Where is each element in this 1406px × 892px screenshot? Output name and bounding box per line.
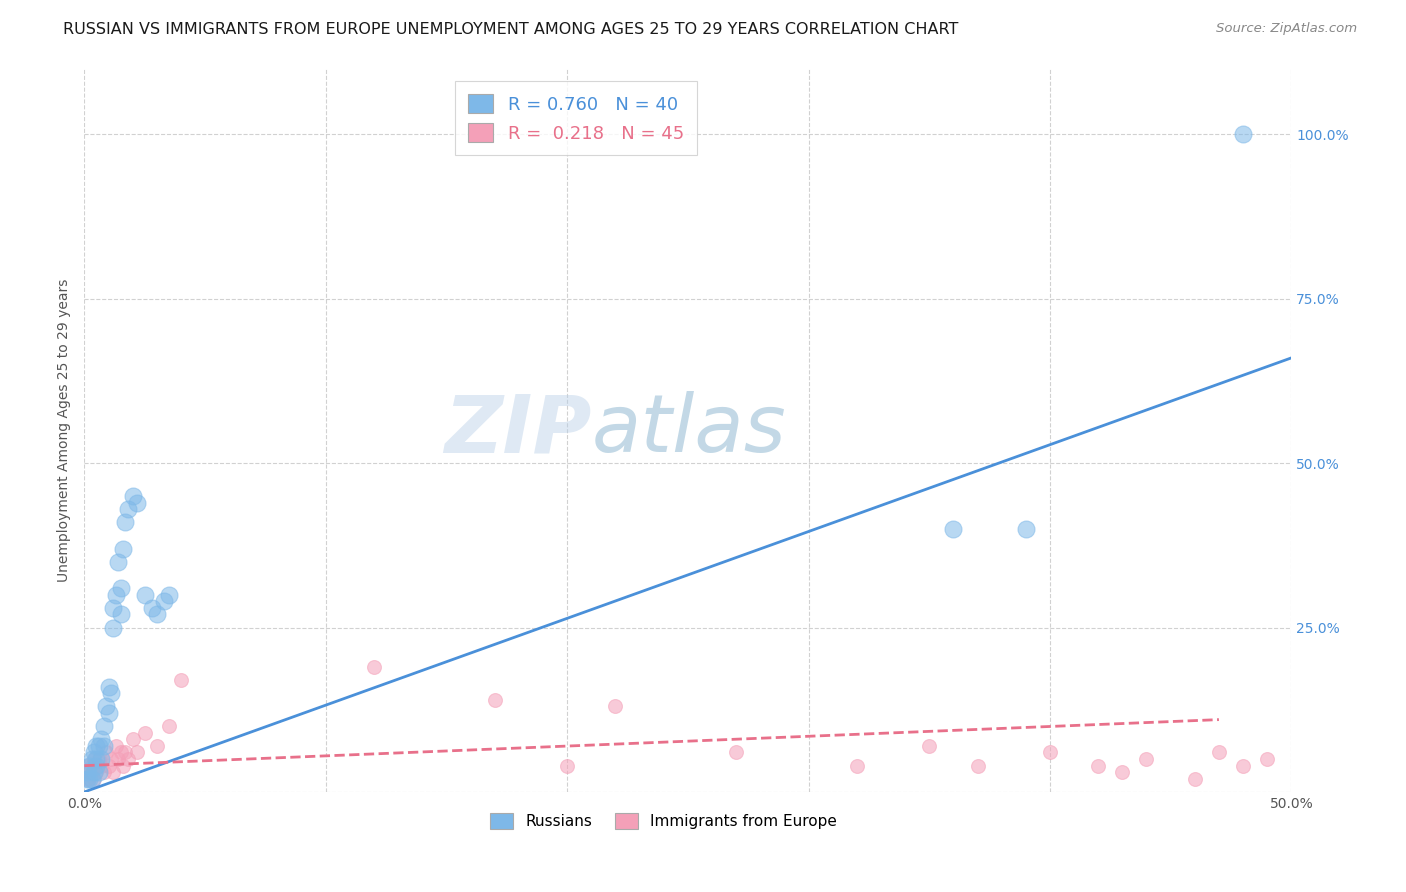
Point (555, 758, 578, 772)
Point (76, 772, 98, 786)
Text: RUSSIAN VS IMMIGRANTS FROM EUROPE UNEMPLOYMENT AMONG AGES 25 TO 29 YEARS CORRELA: RUSSIAN VS IMMIGRANTS FROM EUROPE UNEMPL… (63, 22, 959, 37)
Point (1135, 752, 1157, 766)
Point (86, 739, 108, 753)
Point (86, 765, 108, 780)
Point (117, 752, 139, 766)
Point (153, 594, 176, 608)
Point (80, 752, 103, 766)
Point (77, 765, 100, 780)
Point (1256, 752, 1278, 766)
Point (141, 600, 163, 615)
Point (114, 746, 136, 760)
Point (86, 752, 108, 766)
Point (83, 752, 105, 766)
Point (80, 765, 103, 780)
Point (97, 706, 120, 720)
Point (134, 725, 156, 739)
Point (117, 502, 139, 516)
Point (83, 772, 105, 786)
Point (103, 765, 125, 780)
Text: ZIP: ZIP (444, 392, 592, 469)
Point (97, 758, 120, 772)
Text: Source: ZipAtlas.com: Source: ZipAtlas.com (1216, 22, 1357, 36)
Point (942, 522, 965, 536)
Point (90, 732, 112, 747)
Point (1232, 128, 1254, 142)
Point (1015, 522, 1038, 536)
Point (363, 660, 385, 674)
Point (87, 739, 110, 753)
Point (104, 588, 127, 602)
Point (146, 607, 169, 622)
Point (83, 765, 105, 780)
Point (1232, 758, 1254, 772)
Point (114, 516, 136, 530)
Point (87, 765, 110, 780)
Point (110, 746, 132, 760)
Point (76, 765, 98, 780)
Point (77, 772, 100, 786)
Point (966, 758, 988, 772)
Point (1087, 758, 1109, 772)
Point (1039, 746, 1062, 760)
Point (77, 758, 100, 772)
Point (86, 758, 108, 772)
Point (111, 541, 134, 556)
Point (80, 772, 103, 786)
Point (170, 673, 193, 688)
Point (605, 699, 627, 714)
Point (103, 600, 125, 615)
Point (725, 746, 748, 760)
Point (103, 621, 125, 635)
Point (100, 686, 122, 700)
Point (107, 752, 129, 766)
Point (90, 758, 112, 772)
Point (76, 758, 98, 772)
Point (845, 758, 868, 772)
Y-axis label: Unemployment Among Ages 25 to 29 years: Unemployment Among Ages 25 to 29 years (58, 278, 72, 582)
Point (157, 719, 180, 733)
Point (918, 739, 941, 753)
Point (83, 746, 105, 760)
Text: atlas: atlas (592, 392, 786, 469)
Legend: Russians, Immigrants from Europe: Russians, Immigrants from Europe (484, 806, 844, 835)
Point (157, 588, 180, 602)
Point (94, 746, 117, 760)
Point (93, 739, 115, 753)
Point (93, 719, 115, 733)
Point (104, 739, 127, 753)
Point (1111, 765, 1133, 780)
Point (1184, 772, 1206, 786)
Point (80, 758, 103, 772)
Point (86, 758, 108, 772)
Point (76, 772, 98, 786)
Point (127, 495, 149, 509)
Point (121, 489, 143, 503)
Point (134, 588, 156, 602)
Point (77, 772, 100, 786)
Point (93, 765, 115, 780)
Point (1208, 746, 1230, 760)
Point (97, 680, 120, 694)
Point (111, 758, 134, 772)
Point (146, 739, 169, 753)
Point (110, 607, 132, 622)
Point (107, 555, 129, 569)
Point (100, 752, 122, 766)
Point (94, 699, 117, 714)
Point (484, 693, 506, 707)
Point (121, 732, 143, 747)
Point (87, 752, 110, 766)
Point (90, 752, 112, 766)
Point (127, 746, 149, 760)
Point (110, 581, 132, 595)
